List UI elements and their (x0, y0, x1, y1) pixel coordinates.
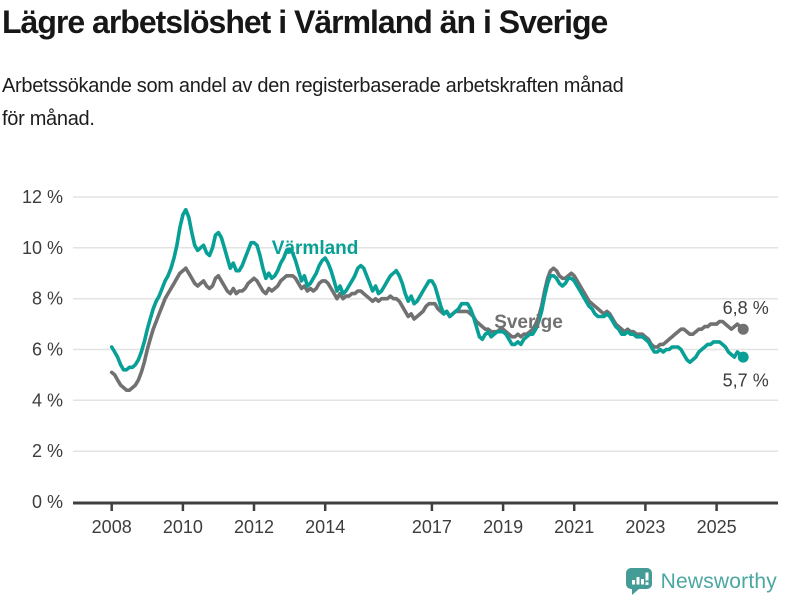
y-axis-label: 2 % (32, 441, 63, 461)
x-axis-label: 2017 (412, 517, 452, 537)
x-axis-label: 2012 (234, 517, 274, 537)
y-axis-label: 4 % (32, 390, 63, 410)
series-line-sverige (109, 266, 746, 393)
x-axis-label: 2010 (163, 517, 203, 537)
y-axis-label: 0 % (32, 492, 63, 512)
x-axis-label: 2019 (483, 517, 523, 537)
x-axis-label: 2014 (305, 517, 345, 537)
newsworthy-logo: Newsworthy (625, 567, 777, 596)
newsworthy-icon (625, 568, 652, 595)
y-axis-label: 10 % (22, 238, 63, 258)
series-end-dot-vrmland (737, 351, 749, 363)
series-line-vrmland (109, 207, 746, 372)
chart-annotation: Sverige (494, 312, 563, 333)
y-axis-label: 8 % (32, 289, 63, 309)
x-axis-label: 2023 (625, 517, 665, 537)
y-axis-label: 12 % (22, 187, 63, 207)
y-axis-label: 6 % (32, 340, 63, 360)
series-end-dot-sverige (737, 323, 749, 335)
chart-subtitle: Arbetssökande som andel av den registerb… (2, 75, 624, 130)
newsworthy-wordmark: Newsworthy (660, 569, 777, 593)
x-axis-label: 2025 (697, 517, 737, 537)
chart-annotation: 6,8 % (723, 298, 769, 318)
chart-annotation: 5,7 % (723, 370, 769, 390)
page-title: Lägre arbetslöshet i Värmland än i Sveri… (2, 4, 608, 40)
chart-annotation: Värmland (272, 238, 359, 259)
x-axis-label: 2008 (92, 517, 132, 537)
x-axis-label: 2021 (554, 517, 594, 537)
